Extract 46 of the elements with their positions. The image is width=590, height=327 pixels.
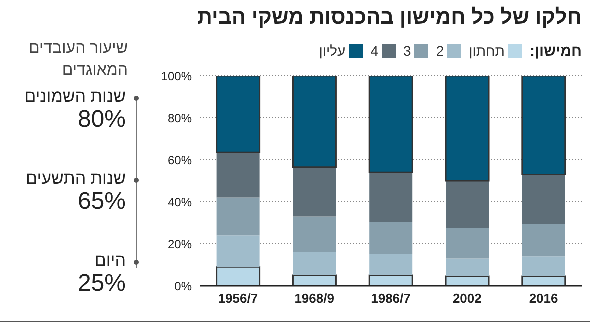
text: שנות התשעים	[26, 169, 126, 189]
y-tick-label: 80%	[168, 111, 192, 126]
x-tick-label: 1968/9	[294, 291, 334, 306]
bar	[445, 76, 490, 182]
bar	[370, 172, 413, 222]
x-tick-label: 2002	[452, 291, 482, 306]
legend-label: 3	[404, 42, 412, 60]
text: היום	[94, 251, 126, 271]
bar	[216, 76, 261, 154]
bar	[370, 222, 413, 254]
bar	[292, 76, 337, 168]
legend-label: עליון	[319, 42, 346, 60]
text: 25%	[78, 270, 126, 297]
x-tick-label: 1986/7	[371, 291, 411, 306]
text: שיעור העובדים המאוגדים	[28, 39, 128, 81]
bar	[293, 252, 336, 276]
legend-label: 2	[436, 42, 444, 60]
bar	[216, 266, 261, 286]
y-tick-label: 60%	[168, 153, 192, 168]
bar	[522, 224, 566, 257]
bar	[216, 198, 260, 236]
y-tick-label: 100%	[161, 69, 192, 84]
bar	[216, 236, 260, 268]
bar	[522, 76, 566, 176]
text: שנות השמונים	[24, 87, 126, 107]
legend-label: תחתון	[469, 42, 505, 60]
bar	[446, 181, 490, 228]
x-tick-label: 1956/7	[218, 291, 258, 306]
text: 65%	[76, 188, 126, 215]
legend-title: חמישון:	[530, 42, 582, 60]
bar	[522, 256, 566, 277]
bar	[446, 258, 490, 277]
bar	[293, 167, 336, 217]
bar	[522, 174, 566, 224]
text: 80%	[76, 106, 126, 133]
bar	[216, 152, 260, 198]
legend-label: 4	[370, 42, 379, 60]
y-tick-label: 40%	[168, 195, 192, 210]
y-tick-label: 20%	[168, 237, 192, 252]
bar	[370, 254, 413, 276]
bar	[446, 228, 490, 259]
chart-title: חלקו של כל חמישון בהכנסות משקי הבית	[197, 6, 582, 30]
x-tick-label: 2016	[529, 291, 558, 306]
y-tick-label: 0%	[174, 279, 192, 294]
bar	[368, 76, 414, 174]
bar	[293, 216, 336, 252]
